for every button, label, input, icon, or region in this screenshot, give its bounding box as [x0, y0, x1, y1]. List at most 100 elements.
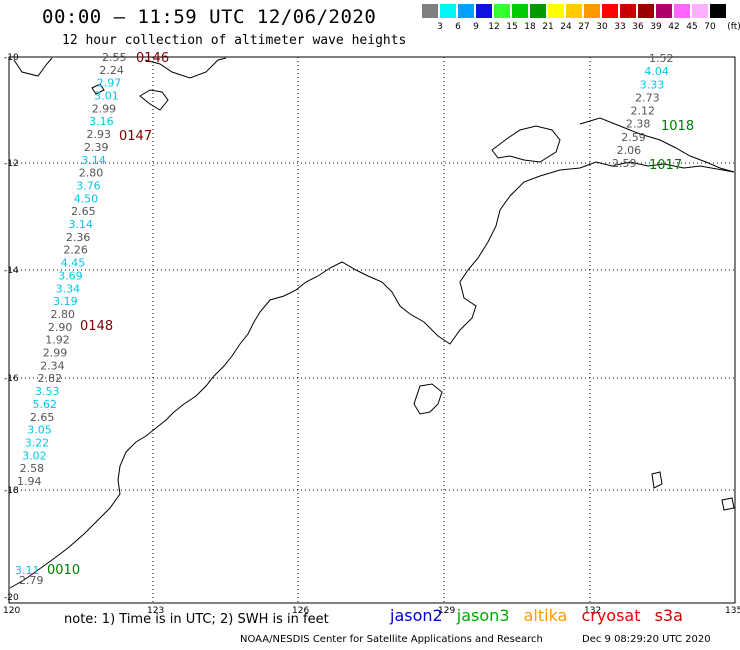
wave-height-value: 2.90	[48, 321, 73, 334]
legend-swatch	[584, 4, 600, 18]
lon-label: 120	[3, 606, 20, 616]
credit-line: NOAA/NESDIS Center for Satellite Applica…	[240, 634, 543, 645]
legend-level: 27	[578, 22, 590, 32]
legend-swatch	[638, 4, 654, 18]
legend-swatch	[674, 4, 690, 18]
legend-level: 42	[668, 22, 680, 32]
lon-label: 132	[584, 606, 601, 616]
wave-height-value: 3.76	[76, 180, 101, 193]
satellite-jason2: jason2	[390, 606, 443, 625]
wave-height-value: 4.45	[61, 257, 86, 270]
wave-height-value: 2.36	[66, 231, 91, 244]
wave-height-value: 2.99	[43, 347, 68, 360]
lat-label: -12	[4, 159, 19, 169]
wave-height-value: 1.94	[17, 475, 42, 488]
lon-label: 129	[438, 606, 455, 616]
wave-height-value: 2.59	[612, 157, 637, 170]
lat-label: -10	[4, 53, 19, 63]
lon-label: 135	[725, 606, 740, 616]
legend-level: 36	[632, 22, 644, 32]
pass-time-label: 1017	[649, 158, 682, 173]
page-title: 00:00 – 11:59 UTC 12/06/2020	[42, 6, 377, 28]
wave-height-value: 4.04	[644, 65, 669, 78]
legend-level: 24	[560, 22, 572, 32]
lon-label: 126	[292, 606, 309, 616]
island-small-2	[91, 83, 105, 95]
legend-swatch	[422, 4, 438, 18]
wave-height-value: 2.80	[79, 167, 104, 180]
pass-time-label: 0010	[47, 563, 80, 578]
graticule	[9, 57, 735, 603]
wave-height-value: 3.19	[53, 295, 78, 308]
legend-level: 12	[488, 22, 500, 32]
lat-label: -14	[4, 266, 19, 276]
wave-height-value: 4.50	[74, 192, 99, 205]
legend-level: 33	[614, 22, 626, 32]
wave-height-value: 2.80	[51, 308, 76, 321]
legend-level: 45	[686, 22, 698, 32]
wave-height-value: 2.82	[38, 372, 63, 385]
legend-swatch	[692, 4, 708, 18]
legend-swatch	[620, 4, 636, 18]
wave-height-value: 2.79	[19, 574, 44, 587]
lat-label: -18	[4, 486, 19, 496]
page-subtitle: 12 hour collection of altimeter wave hei…	[62, 33, 407, 48]
wave-height-value: 2.97	[97, 77, 122, 90]
coastline	[9, 57, 735, 589]
satellite-jason3: jason3	[456, 606, 510, 625]
satellite-legend: jason2 jason3 altika cryosat s3a	[390, 606, 692, 625]
wave-height-value: 3.05	[27, 424, 52, 437]
lat-labels: -10 -12 -14 -16 -18 -20	[4, 53, 19, 603]
track-b-values: 1.524.043.332.732.122.382.592.062.59	[612, 52, 674, 170]
legend-swatch	[440, 4, 456, 18]
wave-height-value: 2.65	[30, 411, 55, 424]
island-small-3	[651, 471, 663, 489]
wave-height-value: 2.06	[617, 144, 642, 157]
legend-swatch	[566, 4, 582, 18]
legend-swatch	[458, 4, 474, 18]
wave-height-value: 3.53	[35, 385, 60, 398]
wave-height-value: 2.93	[87, 128, 112, 141]
wave-height-value: 1.52	[649, 52, 674, 65]
pass-time-label: 0148	[80, 319, 113, 334]
lon-label: 123	[147, 606, 164, 616]
wave-height-value: 3.01	[94, 90, 119, 103]
track-c-values: 3.112.79	[15, 564, 44, 587]
wave-height-value: 5.62	[33, 398, 58, 411]
island-melville	[491, 125, 561, 163]
wave-height-value: 3.14	[81, 154, 106, 167]
wave-height-value: 3.02	[22, 449, 47, 462]
legend-swatch	[530, 4, 546, 18]
island-groote	[413, 383, 443, 415]
wave-height-value: 2.12	[631, 105, 656, 118]
map-frame	[8, 56, 736, 604]
wave-height-value: 2.73	[635, 91, 660, 104]
wave-height-value: 2.39	[84, 141, 109, 154]
island-small-1	[139, 89, 169, 111]
wave-height-value: 2.24	[99, 64, 124, 77]
legend-level: 30	[596, 22, 608, 32]
wave-height-value: 2.55	[102, 51, 127, 64]
legend-swatch	[602, 4, 618, 18]
island-timor-west	[13, 57, 53, 77]
legend-swatch	[476, 4, 492, 18]
legend-unit: (ft)	[727, 22, 740, 32]
wave-height-value: 3.22	[25, 437, 50, 450]
wave-height-value: 2.38	[626, 118, 651, 131]
credit-timestamp: Dec 9 08:29:20 UTC 2020	[582, 634, 711, 645]
lat-label: -20	[4, 593, 19, 603]
arnhem-coast	[579, 117, 735, 173]
wave-height-value: 2.26	[63, 244, 88, 257]
wave-height-value: 3.69	[58, 269, 82, 282]
pass-times: 0146 0147 0148 0010 1018 1017	[47, 51, 694, 578]
legend-level: 18	[524, 22, 536, 32]
legend-level: 6	[455, 22, 461, 32]
wave-height-value: 3.16	[89, 115, 114, 128]
pass-time-label: 0146	[136, 51, 169, 66]
wave-height-value: 2.59	[621, 131, 646, 144]
wave-height-value: 1.92	[45, 334, 70, 347]
legend-swatch	[512, 4, 528, 18]
legend-level: 70	[704, 22, 716, 32]
